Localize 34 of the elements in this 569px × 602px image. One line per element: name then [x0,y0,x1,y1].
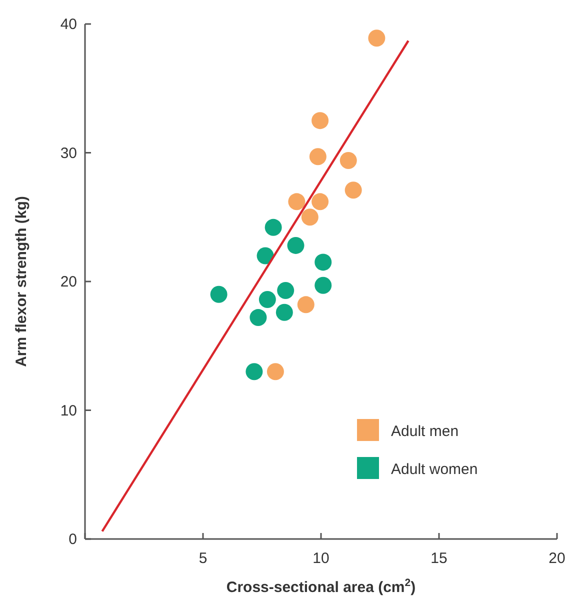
point [258,291,276,308]
point [368,30,386,47]
point [277,282,294,300]
point [314,276,332,294]
point [312,193,329,210]
point [340,152,357,169]
y-tick-label: 40 [60,16,77,33]
y-tick-label: 0 [68,531,77,548]
x-tick-label: 10 [312,550,330,567]
legend-label: Adult women [391,461,478,478]
y-tick-label: 30 [60,144,77,162]
point [250,309,267,326]
x-axis-title: Cross-sectional area (cm$^{2}$) [226,577,416,596]
y-tick-label: 20 [60,274,77,290]
legend-label: Adult men [391,423,459,440]
point [210,286,228,303]
point [264,218,282,236]
point [301,208,318,226]
point [246,363,263,380]
point [256,247,274,264]
point [314,254,332,271]
y-axis-title: Arm flexor strength (kg) [13,196,30,367]
x-tick-label: 20 [548,550,566,567]
y-tick-label: 10 [60,402,77,420]
point [309,148,326,166]
point [287,236,304,254]
point [344,182,362,199]
point [266,363,284,380]
x-tick-label: 5 [198,550,208,567]
point [276,304,293,321]
point [297,296,314,314]
point [288,193,306,210]
point [312,112,329,130]
x-tick-label: 15 [430,550,448,567]
